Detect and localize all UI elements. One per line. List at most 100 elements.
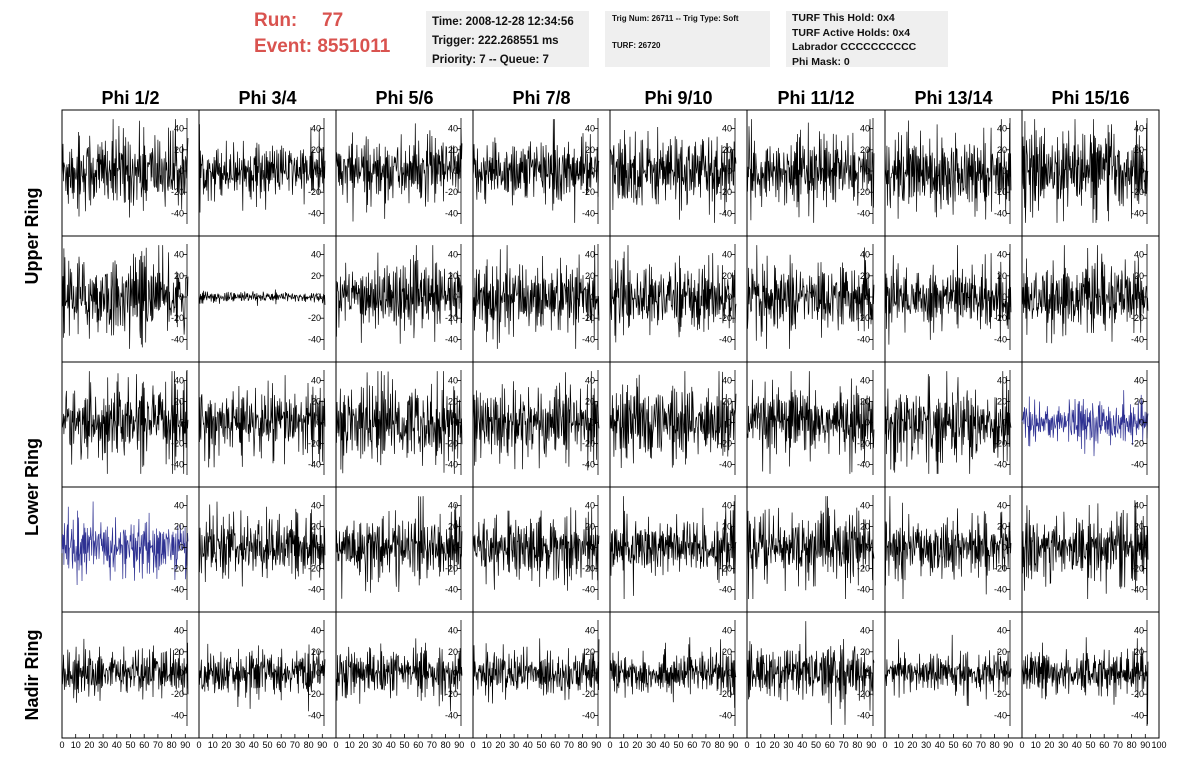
waveform-trace	[746, 496, 875, 600]
y-tick-label: -20	[994, 439, 1007, 449]
y-tick-label: 40	[174, 376, 184, 386]
x-tick-label: 0	[59, 740, 64, 750]
x-tick-label: 40	[523, 740, 533, 750]
x-tick-label: 80	[441, 740, 451, 750]
y-tick-label: 40	[997, 626, 1007, 636]
waveform-trace	[472, 245, 600, 349]
x-tick-label: 60	[139, 740, 149, 750]
x-tick-label: 40	[249, 740, 259, 750]
y-tick-label: 40	[174, 124, 184, 134]
waveform-trace	[1021, 500, 1149, 600]
y-tick-label: 0	[1139, 543, 1144, 553]
y-tick-label: -40	[445, 208, 458, 218]
y-tick-label: -20	[445, 689, 458, 699]
y-tick-label: 0	[727, 543, 732, 553]
y-tick-label: 20	[448, 522, 458, 532]
time-info-box: Time: 2008-12-28 12:34:56 Trigger: 222.2…	[426, 11, 589, 67]
y-tick-label: 20	[860, 522, 870, 532]
y-tick-label: 20	[997, 271, 1007, 281]
y-tick-label: 20	[1134, 145, 1144, 155]
y-tick-label: 40	[860, 250, 870, 260]
y-tick-label: 20	[174, 145, 184, 155]
x-tick-label: 90	[591, 740, 601, 750]
x-tick-label: 40	[660, 740, 670, 750]
y-tick-label: 40	[174, 626, 184, 636]
y-tick-label: -20	[857, 564, 870, 574]
y-tick-label: -40	[857, 710, 870, 720]
x-tick-label: 60	[1099, 740, 1109, 750]
y-tick-label: 40	[311, 376, 321, 386]
x-tick-label: 90	[1140, 740, 1150, 750]
y-tick-label: 40	[311, 124, 321, 134]
waveform-trace	[609, 371, 737, 469]
y-tick-label: -40	[994, 460, 1007, 470]
x-tick-label: 50	[948, 740, 958, 750]
y-tick-label: -20	[857, 439, 870, 449]
waveform-trace	[746, 371, 875, 474]
y-tick-label: -20	[308, 439, 321, 449]
waveform-trace	[1021, 390, 1149, 457]
x-tick-label: 40	[112, 740, 122, 750]
y-tick-label: -20	[719, 564, 732, 574]
y-tick-label: 20	[860, 647, 870, 657]
y-tick-label: 40	[585, 626, 595, 636]
y-tick-label: 0	[590, 166, 595, 176]
event-label: Event:	[254, 36, 313, 57]
x-tick-label: 70	[701, 740, 711, 750]
x-tick-label: 60	[550, 740, 560, 750]
y-tick-label: -20	[857, 313, 870, 323]
y-tick-label: -20	[171, 187, 184, 197]
y-tick-label: 20	[311, 647, 321, 657]
y-tick-label: 0	[316, 292, 321, 302]
x-tick-label: 0	[882, 740, 887, 750]
y-tick-label: 20	[722, 397, 732, 407]
waveform-trace	[335, 123, 463, 222]
y-tick-label: -40	[994, 585, 1007, 595]
x-tick-label: 80	[167, 740, 177, 750]
y-tick-label: 40	[860, 501, 870, 511]
y-tick-label: 20	[997, 145, 1007, 155]
y-tick-label: 20	[311, 271, 321, 281]
y-tick-label: 0	[865, 166, 870, 176]
y-tick-label: 40	[448, 376, 458, 386]
column-title-5: Phi 9/10	[644, 88, 712, 108]
y-tick-label: 20	[1134, 522, 1144, 532]
y-tick-label: -20	[582, 313, 595, 323]
y-tick-label: 20	[448, 647, 458, 657]
y-tick-label: 20	[860, 271, 870, 281]
y-tick-label: -40	[1131, 585, 1144, 595]
waveform-trace	[472, 638, 600, 704]
turf-this-hold-text: TURF This Hold: 0x4	[792, 12, 895, 24]
y-tick-label: 0	[179, 668, 184, 678]
y-tick-label: -40	[719, 460, 732, 470]
y-tick-label: 0	[590, 292, 595, 302]
y-tick-label: 20	[997, 522, 1007, 532]
y-tick-label: 20	[722, 522, 732, 532]
waveform-trace	[746, 621, 875, 725]
y-tick-label: 40	[585, 376, 595, 386]
y-tick-label: 0	[865, 668, 870, 678]
y-tick-label: 0	[1139, 166, 1144, 176]
x-tick-label: 0	[1019, 740, 1024, 750]
y-tick-label: -40	[171, 460, 184, 470]
y-tick-label: 20	[448, 145, 458, 155]
waveform-trace	[1021, 119, 1149, 223]
y-tick-label: 0	[179, 292, 184, 302]
y-tick-label: -40	[1131, 710, 1144, 720]
x-tick-label: 20	[84, 740, 94, 750]
y-tick-label: 20	[585, 145, 595, 155]
y-tick-label: 40	[311, 626, 321, 636]
y-tick-label: 20	[860, 397, 870, 407]
y-tick-label: -40	[171, 208, 184, 218]
turf-num-text: TURF: 26720	[612, 41, 661, 50]
x-tick-label: 10	[619, 740, 629, 750]
waveform-trace	[61, 501, 189, 586]
y-tick-label: -20	[1131, 313, 1144, 323]
y-tick-label: -40	[582, 585, 595, 595]
x-tick-label: 60	[687, 740, 697, 750]
x-tick-label: 40	[935, 740, 945, 750]
x-tick-label: 70	[839, 740, 849, 750]
y-tick-label: 40	[860, 124, 870, 134]
x-tick-label: 0	[607, 740, 612, 750]
